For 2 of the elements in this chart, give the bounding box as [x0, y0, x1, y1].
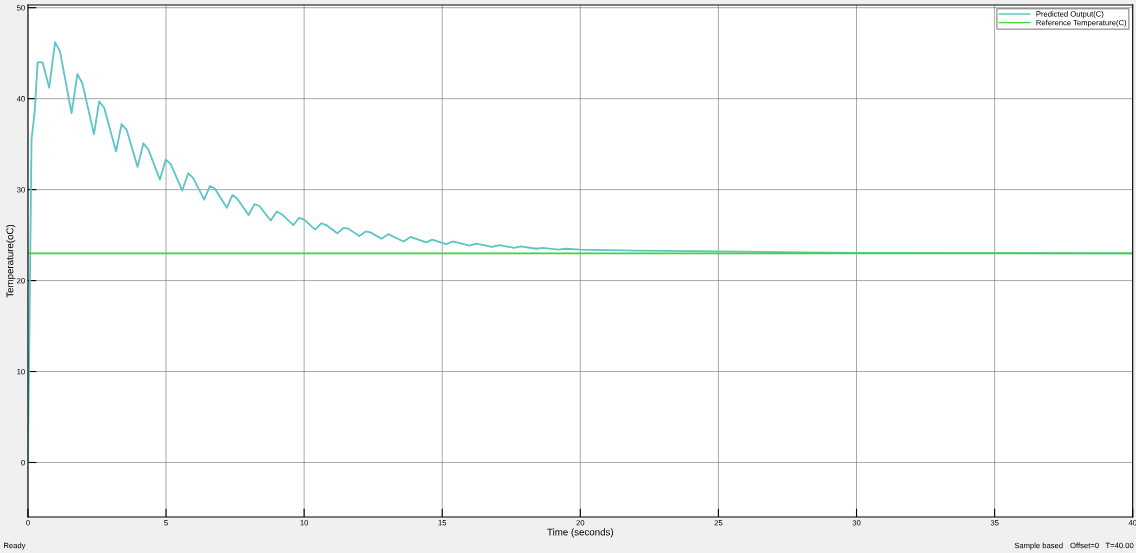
- x-axis-title: Time (seconds): [547, 528, 614, 538]
- y-axis-title: Temperature(oC): [6, 224, 16, 298]
